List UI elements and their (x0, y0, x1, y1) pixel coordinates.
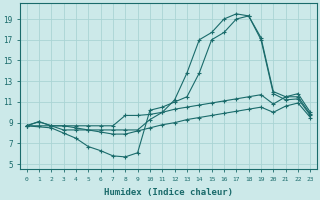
X-axis label: Humidex (Indice chaleur): Humidex (Indice chaleur) (104, 188, 233, 197)
